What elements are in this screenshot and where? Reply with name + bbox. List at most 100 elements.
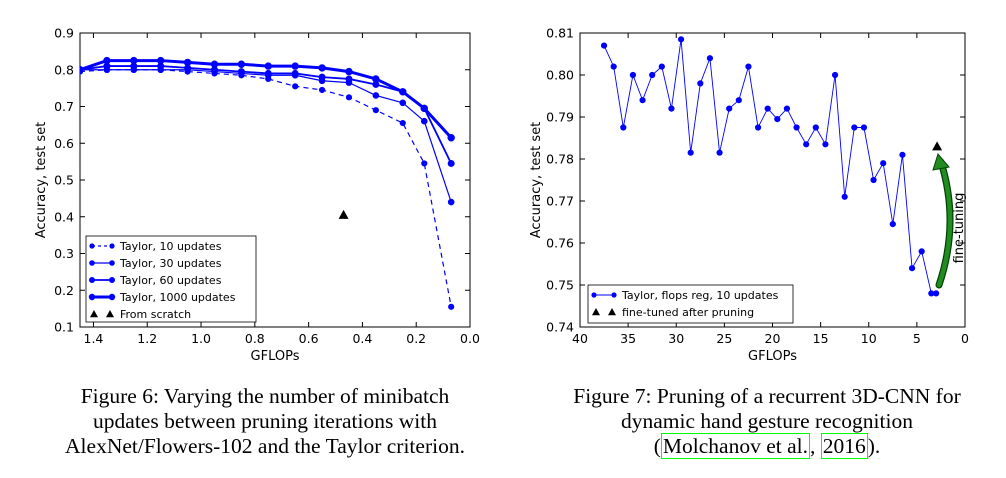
caption-line: updates between pruning iterations with (93, 409, 437, 433)
legend-label: From scratch (120, 308, 191, 321)
y-tick-label: 0.4 (54, 209, 74, 224)
x-axis-label: GFLOPs (748, 349, 797, 364)
data-point (793, 124, 800, 131)
arrow-head (932, 152, 950, 171)
figure-6-caption: Figure 6: Varying the number of minibatc… (0, 384, 530, 459)
data-point (783, 105, 791, 112)
x-tick-label: 0.4 (352, 331, 372, 346)
data-point (851, 124, 858, 131)
x-tick-label: 0.8 (245, 331, 265, 346)
y-tick-label: 0.6 (54, 136, 74, 151)
paren: ). (867, 434, 881, 458)
legend-item: Taylor, 60 updates (89, 274, 222, 287)
data-point (764, 105, 771, 112)
data-point (735, 97, 742, 104)
legend-label: Taylor, 10 updates (119, 240, 222, 253)
x-axis-label: GFLOPs (251, 349, 300, 364)
data-point (399, 99, 407, 107)
legend-box (587, 284, 794, 324)
data-point (318, 64, 326, 72)
data-point (420, 104, 428, 113)
data-point (687, 149, 694, 156)
series-group (80, 56, 455, 310)
y-tick-label: 0.79 (546, 110, 574, 125)
data-point (237, 60, 246, 68)
data-point (899, 151, 906, 158)
x-tick-label: 1.4 (84, 331, 104, 346)
data-point (372, 92, 380, 99)
x-tick-label: 5 (913, 331, 921, 346)
separator: , (809, 434, 821, 458)
data-point (841, 193, 848, 200)
data-point (812, 124, 819, 131)
data-point (860, 124, 868, 131)
data-point (933, 290, 940, 297)
legend-triangle (90, 310, 98, 318)
triangle-marker (932, 141, 943, 151)
data-point (291, 62, 299, 70)
caption-line: (Molchanov et al., 2016). (528, 433, 1006, 459)
data-point (870, 176, 877, 184)
x-tick-label: 35 (620, 331, 636, 346)
data-point (345, 75, 353, 83)
legend: Taylor, flops reg, 10 updates fine-tuned … (587, 284, 794, 324)
legend-label: Taylor, 1000 updates (119, 291, 236, 304)
data-point (677, 36, 685, 43)
fine-tuning-arrow (932, 152, 954, 289)
data-point (103, 56, 111, 65)
data-point (372, 75, 380, 83)
data-point (210, 60, 219, 68)
caption-line: AlexNet/Flowers-102 and the Taylor crite… (65, 434, 465, 458)
caption-line: Figure 7: Pruning of a recurrent 3D-CNN … (573, 384, 961, 408)
data-point (399, 119, 406, 127)
legend-label: fine-tuned after pruning (622, 306, 754, 319)
legend-label: Taylor, 60 updates (119, 274, 222, 287)
data-point (668, 105, 675, 112)
data-point (345, 94, 353, 101)
data-point (447, 198, 455, 206)
data-point (803, 141, 810, 148)
legend-marker (89, 243, 95, 249)
plot-frame (579, 32, 966, 328)
data-point (345, 67, 353, 76)
series-line (80, 65, 452, 164)
legend-item: Taylor, 30 updates (89, 257, 222, 270)
data-point (629, 71, 637, 79)
y-axis-label: Accuracy, test set (529, 122, 544, 239)
data-point (318, 86, 326, 94)
data-point (774, 116, 781, 123)
data-point (447, 134, 455, 142)
data-point (697, 80, 704, 87)
data-point (706, 55, 714, 62)
data-point (918, 248, 925, 255)
data-point (156, 56, 165, 65)
x-tick-label: 0.6 (299, 331, 319, 346)
figure-7-caption: Figure 7: Pruning of a recurrent 3D-CNN … (528, 384, 1006, 459)
data-point (880, 160, 887, 167)
y-tick-label: 0.2 (54, 283, 74, 298)
data-point (292, 83, 299, 90)
legend-marker (611, 292, 617, 298)
citation-author-link[interactable]: Molchanov et al. (660, 433, 810, 459)
x-tick-label: 40 (572, 331, 588, 346)
series-group (600, 36, 940, 297)
y-tick-label: 0.7 (54, 99, 74, 114)
legend-item: Taylor, 1000 updates (88, 291, 236, 304)
legend-label: Taylor, 30 updates (119, 257, 222, 270)
y-tick-label: 0.81 (546, 26, 574, 41)
x-tick-label: 0 (961, 331, 969, 346)
data-point (291, 69, 299, 77)
data-point (610, 63, 617, 70)
citation-year-link[interactable]: 2016 (820, 433, 868, 459)
data-point (754, 124, 762, 131)
data-point (639, 97, 646, 104)
legend-item: Taylor, 10 updates (89, 240, 222, 253)
legend-marker (108, 293, 116, 301)
annotation-label: fine-tuning (952, 193, 967, 264)
data-point (658, 63, 665, 70)
x-tick-label: 1.2 (137, 331, 157, 346)
y-tick-label: 0.74 (546, 320, 574, 335)
data-point (264, 62, 272, 70)
y-tick-label: 0.3 (54, 246, 74, 261)
